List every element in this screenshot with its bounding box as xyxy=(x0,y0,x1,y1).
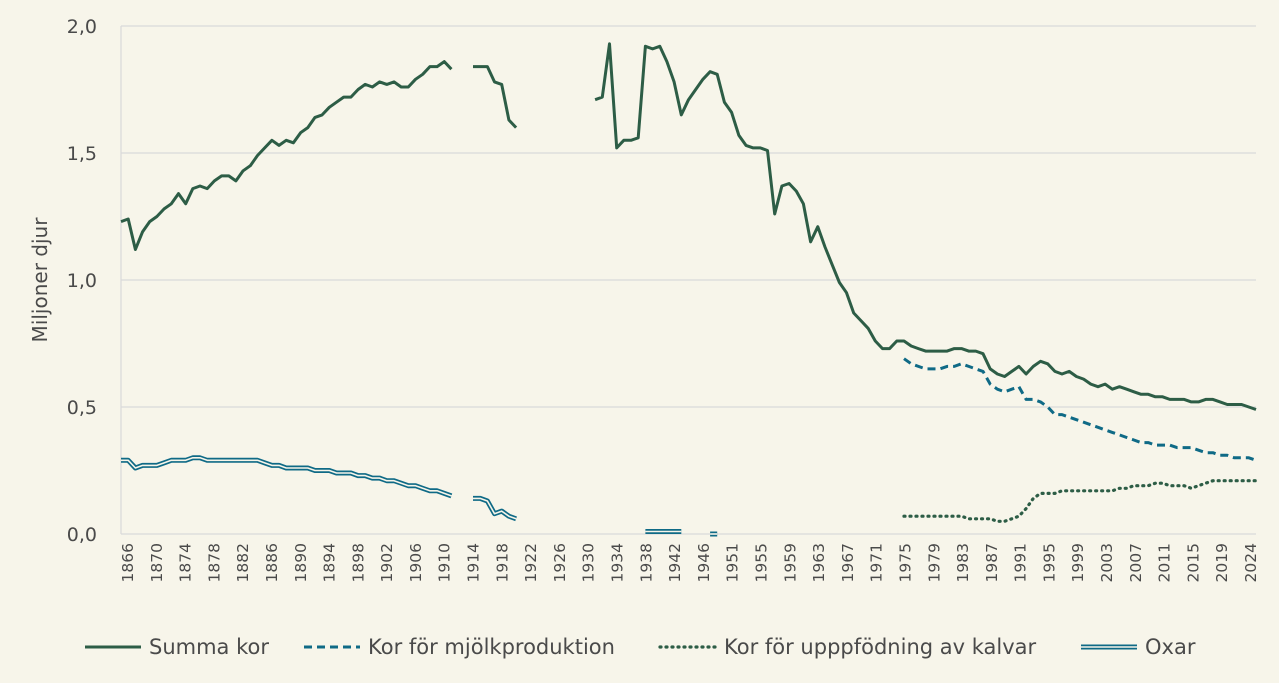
x-tick-label: 1914 xyxy=(465,543,483,582)
x-tick-label: 1963 xyxy=(810,543,828,582)
series-line-segment xyxy=(473,497,517,520)
x-tick-label: 1898 xyxy=(349,543,367,582)
grid-lines xyxy=(120,25,1256,535)
legend-item: Kor för mjölkproduktion xyxy=(304,635,615,659)
x-tick-label: 1959 xyxy=(781,543,799,582)
series-4 xyxy=(121,455,718,537)
x-tick-label: 2011 xyxy=(1156,543,1174,582)
series-2 xyxy=(903,357,1257,462)
series-line-segment xyxy=(121,455,453,499)
y-tick-label: 1,5 xyxy=(67,143,97,165)
x-tick-label: 1955 xyxy=(752,543,770,582)
series-line-segment xyxy=(120,60,453,251)
x-tick-label: 1934 xyxy=(609,543,627,582)
x-tick-label: 2024 xyxy=(1242,543,1260,582)
series-line-segment xyxy=(902,479,1258,523)
series-line-segment xyxy=(594,42,1257,411)
x-tick-label: 1870 xyxy=(148,543,166,582)
x-tick-label: 1987 xyxy=(983,543,1001,582)
x-tick-label: 1999 xyxy=(1069,543,1087,582)
x-tick-label: 1906 xyxy=(407,543,425,582)
x-tick-label: 1922 xyxy=(522,543,540,582)
y-tick-label: 1,0 xyxy=(67,270,97,292)
x-tick-label: 1866 xyxy=(119,543,137,582)
x-tick-label: 2003 xyxy=(1098,543,1116,582)
x-tick-label: 1946 xyxy=(695,543,713,582)
x-tick-label: 1918 xyxy=(493,543,511,582)
x-tick-label: 1890 xyxy=(292,543,310,582)
x-tick-label: 1886 xyxy=(263,543,281,582)
x-tick-label: 1991 xyxy=(1012,543,1030,582)
x-tick-label: 1979 xyxy=(925,543,943,582)
x-tick-label: 1951 xyxy=(724,543,742,582)
x-tick-label: 1902 xyxy=(378,543,396,582)
legend-item: Summa kor xyxy=(85,635,269,659)
x-tick-label: 1971 xyxy=(868,543,886,582)
x-tick-label: 2015 xyxy=(1184,543,1202,582)
y-axis-label: Miljoner djur xyxy=(28,217,52,343)
legend-item: Kor för upppfödning av kalvar xyxy=(658,635,1037,659)
legend-label: Oxar xyxy=(1145,635,1196,659)
series-line-segment xyxy=(121,456,452,497)
x-tick-label: 2019 xyxy=(1213,543,1231,582)
x-tick-label: 1878 xyxy=(205,543,223,582)
series-1 xyxy=(120,42,1257,411)
x-tick-labels: 1866 1870 1874 1878 1882 1886 1890 1894 1898 1902… xyxy=(119,543,1260,582)
series-lines xyxy=(120,42,1258,537)
legend: Summa kor Kor för mjölkproduktion Kor för … xyxy=(85,635,1196,659)
series-3 xyxy=(902,479,1258,523)
y-tick-label: 0,5 xyxy=(67,397,97,419)
x-tick-label: 1926 xyxy=(551,543,569,582)
series-line-segment xyxy=(903,357,1257,462)
y-tick-label: 0,0 xyxy=(67,524,97,546)
x-tick-label: 1975 xyxy=(896,543,914,582)
legend-label: Summa kor xyxy=(149,635,269,659)
x-tick-label: 2007 xyxy=(1127,543,1145,582)
x-tick-label: 1967 xyxy=(839,543,857,582)
y-tick-labels: 0,0 0,5 1,0 1,5 2,0 xyxy=(67,16,97,546)
series-line-segment xyxy=(473,65,518,129)
x-tick-label: 1910 xyxy=(436,543,454,582)
x-tick-label: 1882 xyxy=(234,543,252,582)
x-tick-label: 1938 xyxy=(637,543,655,582)
x-tick-label: 1894 xyxy=(321,543,339,582)
legend-item: Oxar xyxy=(1081,635,1196,659)
x-tick-label: 1930 xyxy=(580,543,598,582)
y-tick-label: 2,0 xyxy=(67,16,97,38)
legend-label: Kor för upppfödning av kalvar xyxy=(724,635,1037,659)
x-tick-label: 1995 xyxy=(1040,543,1058,582)
x-tick-label: 1942 xyxy=(666,543,684,582)
x-tick-label: 1983 xyxy=(954,543,972,582)
x-tick-label: 1874 xyxy=(177,543,195,582)
legend-label: Kor för mjölkproduktion xyxy=(368,635,615,659)
